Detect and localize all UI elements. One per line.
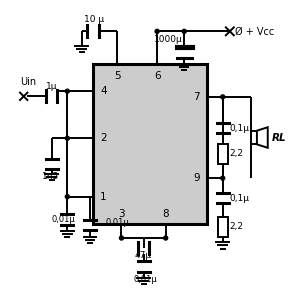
Text: 9: 9: [193, 173, 200, 183]
Text: 0,01μ: 0,01μ: [106, 218, 130, 227]
Text: 3: 3: [118, 209, 125, 219]
Text: Ø + Vcc: Ø + Vcc: [235, 26, 274, 36]
Text: RL: RL: [272, 132, 286, 143]
Text: 0,1μ: 0,1μ: [230, 124, 250, 133]
Circle shape: [164, 236, 168, 240]
Circle shape: [65, 136, 69, 140]
Circle shape: [155, 29, 159, 33]
Bar: [218, 217, 227, 236]
Text: 0,01μ: 0,01μ: [52, 215, 75, 224]
Circle shape: [65, 195, 69, 199]
Bar: [93, 64, 207, 224]
Circle shape: [65, 89, 69, 93]
Text: 2,2: 2,2: [229, 222, 243, 231]
Circle shape: [119, 236, 124, 240]
Bar: [251, 131, 257, 144]
Polygon shape: [257, 127, 268, 148]
Text: 1: 1: [100, 192, 107, 202]
Text: 1000μ: 1000μ: [154, 35, 183, 44]
Text: Uin: Uin: [20, 77, 36, 87]
Text: 1n5: 1n5: [42, 173, 59, 181]
Bar: [218, 144, 227, 164]
Text: 10 μ: 10 μ: [84, 15, 104, 24]
Circle shape: [182, 29, 186, 33]
Circle shape: [221, 95, 225, 99]
Text: 1μ: 1μ: [46, 82, 57, 91]
Text: 2: 2: [100, 133, 107, 143]
Text: 47μ: 47μ: [135, 251, 152, 260]
Text: 5: 5: [114, 71, 121, 81]
Text: 6: 6: [154, 71, 160, 81]
Text: 8: 8: [162, 209, 169, 219]
Text: 0,1μ: 0,1μ: [230, 194, 250, 202]
Text: 7: 7: [193, 92, 200, 102]
Circle shape: [221, 176, 225, 180]
Text: 4: 4: [100, 86, 107, 96]
Text: 2,2: 2,2: [229, 149, 243, 158]
Text: 0,01μ: 0,01μ: [134, 275, 158, 284]
